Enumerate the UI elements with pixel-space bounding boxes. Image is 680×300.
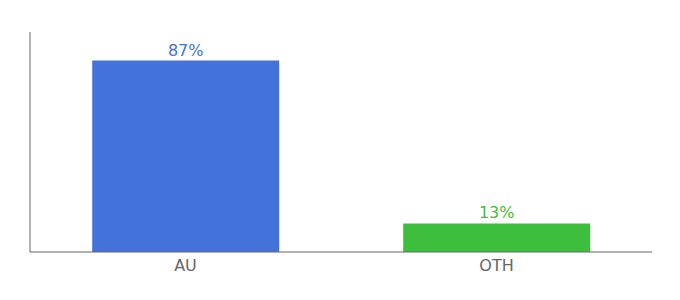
svg-text:AU: AU — [174, 256, 197, 275]
svg-text:87%: 87% — [168, 41, 204, 60]
svg-text:13%: 13% — [479, 203, 515, 222]
svg-text:OTH: OTH — [479, 256, 513, 275]
